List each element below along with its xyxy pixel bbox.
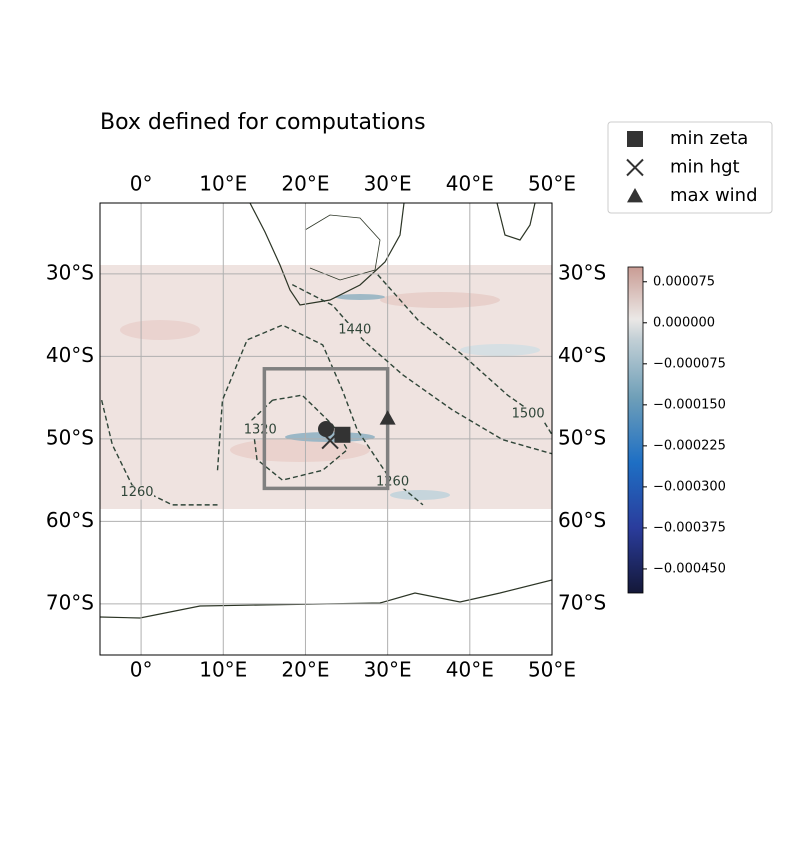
x-tick-label: 0° [130,658,153,682]
colorbar-tick-label: 0.000075 [653,274,715,289]
contour-label-bg [511,407,546,422]
x-tick-label: 30°E [364,658,412,682]
legend-marker [626,158,644,177]
marker-square [334,426,351,443]
map-area: 1260 1320 1260 1440 1500 [100,203,552,655]
x-tick-label: 10°E [199,172,247,196]
x-tick-label: 10°E [199,658,247,682]
x-tick-label: 0° [130,172,153,196]
y-tick-label: 30°S [46,260,94,284]
x-tick-label: 50°E [528,658,576,682]
contour-label: 1260 [376,474,409,489]
field-patch [285,432,375,442]
contour-label: 1500 [512,407,545,422]
x-tick-label: 20°E [281,172,329,196]
contour-label: 1320 [244,422,277,437]
coastline [496,203,536,241]
contour [216,324,424,506]
contour-label-bg [119,485,154,500]
y-tick-label: 50°S [46,425,94,449]
field-patch [390,490,450,500]
contour-label-bg [337,323,372,338]
legend-label: min hgt [670,157,740,178]
x-tick-label: 50°E [528,172,576,196]
colorbar-tick-label: −0.000150 [653,397,726,412]
border [304,214,381,281]
colorbar-tick-label: 0.000000 [653,315,715,330]
field-patch [380,292,500,308]
x-tick-label: 20°E [281,658,329,682]
x-tick-label: 40°E [446,658,494,682]
marker-circle [318,421,334,437]
coastline [100,579,552,619]
legend-label: max wind [670,185,758,206]
contour [377,274,552,436]
field-patch [120,320,200,340]
y-tick-label: 70°S [558,590,606,614]
y-tick-label: 60°S [558,508,606,532]
contour-label-bg [375,474,410,489]
colorbar-tick-label: −0.000375 [653,520,726,535]
legend-label: min zeta [670,128,748,149]
y-tick-label: 30°S [558,260,606,284]
y-tick-label: 40°S [558,343,606,367]
y-tick-label: 70°S [46,590,94,614]
map-frame [99,202,553,656]
marker-triangle [379,410,396,425]
x-tick-label: 40°E [446,172,494,196]
colorbar-tick-label: −0.000450 [653,561,726,576]
y-tick-label: 50°S [558,425,606,449]
contour-label: 1440 [338,323,371,338]
contour-label-bg [243,422,278,437]
x-tick-label: 30°E [364,172,412,196]
contour-label: 1260 [120,485,153,500]
y-tick-label: 40°S [46,343,94,367]
colorbar [627,266,644,594]
legend-marker [627,131,643,147]
y-tick-label: 60°S [46,508,94,532]
colorbar-tick-label: −0.000300 [653,479,726,494]
contour [100,399,218,506]
field-patch [335,294,385,300]
colorbar-tick-label: −0.000225 [653,438,726,453]
chart-title: Box defined for computations [100,110,426,135]
coastline [249,203,405,306]
colorbar-tick-label: −0.000075 [653,356,726,371]
field-patch [460,344,540,356]
legend-marker [627,188,643,203]
legend [607,121,773,214]
computation-box [262,367,390,491]
